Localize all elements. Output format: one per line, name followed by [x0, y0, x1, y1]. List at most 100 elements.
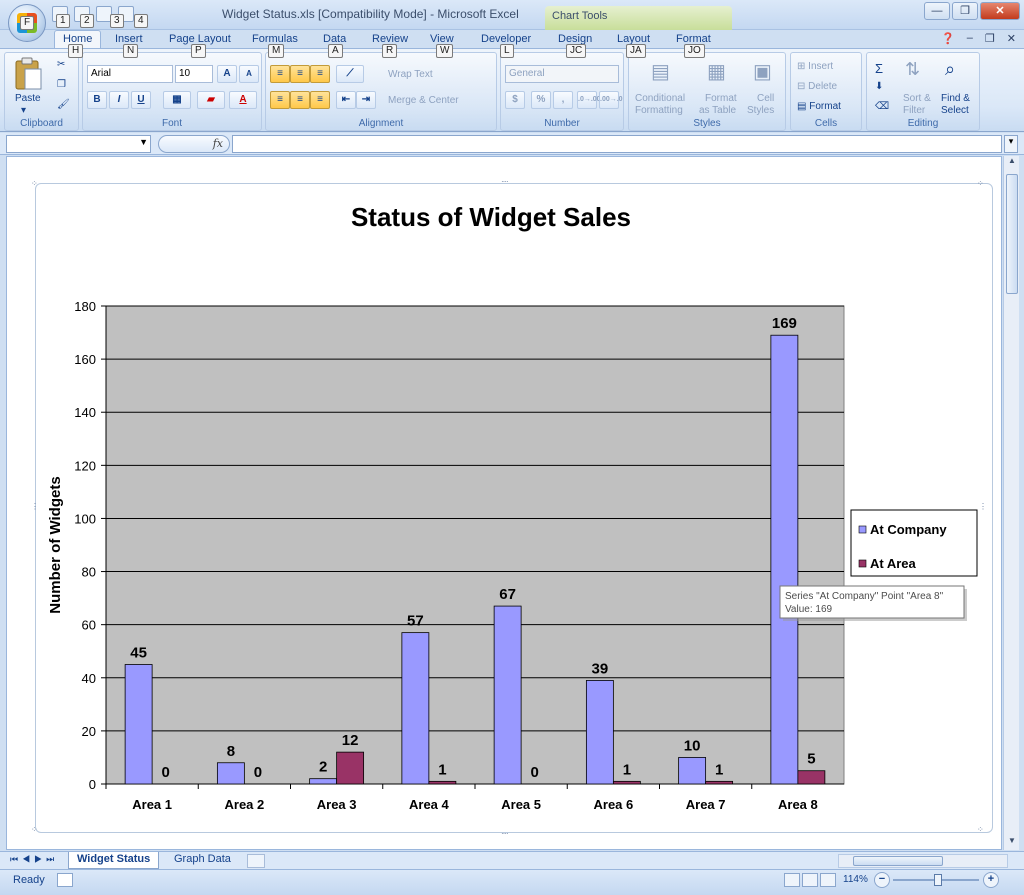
format-painter-icon[interactable]: 🖌	[57, 99, 70, 110]
tab-layout[interactable]: Layout	[617, 33, 651, 45]
comma-button[interactable]: ,	[553, 91, 573, 109]
copy-icon[interactable]: ❐	[57, 79, 66, 90]
sort-filter-button[interactable]: Sort &	[903, 93, 931, 104]
minimize-button[interactable]: —	[924, 2, 950, 20]
expand-formula-bar-icon[interactable]: ▾	[1004, 135, 1018, 153]
align-left-icon[interactable]: ≡	[270, 91, 290, 109]
format-as-table-button-line2[interactable]: as Table	[699, 105, 737, 116]
cell-styles-button[interactable]: Cell	[757, 93, 775, 104]
increase-indent-icon[interactable]: ⇥	[356, 91, 376, 109]
paste-icon[interactable]	[13, 57, 43, 91]
tab-design[interactable]: Design	[558, 33, 593, 45]
find-select-button-line2[interactable]: Select	[941, 105, 969, 116]
zoom-level[interactable]: 114%	[843, 874, 868, 885]
fill-color-icon[interactable]: ▰	[197, 91, 225, 109]
align-middle-icon[interactable]: ≡	[290, 65, 310, 83]
name-box[interactable]: ▼	[6, 135, 151, 153]
ribbon-restore-icon[interactable]: ❐	[984, 33, 995, 45]
bold-button[interactable]: B	[87, 91, 107, 109]
macro-record-icon[interactable]	[57, 873, 73, 887]
resize-handle-top-left[interactable]: ⁘	[31, 179, 38, 188]
resize-handle-bottom[interactable]: ····	[501, 829, 509, 838]
binoculars-icon[interactable]: ⌕	[945, 59, 956, 79]
restore-button[interactable]: ❐	[952, 2, 978, 20]
close-button[interactable]: ✕	[980, 2, 1020, 20]
autosum-button[interactable]: Σ	[875, 61, 884, 76]
font-size-combo[interactable]: 10	[175, 65, 213, 83]
chart-title[interactable]: Status of Widget Sales	[351, 202, 631, 232]
percent-button[interactable]: %	[531, 91, 551, 109]
conditional-formatting-button-line2[interactable]: Formatting	[635, 105, 683, 116]
align-center-icon[interactable]: ≡	[290, 91, 310, 109]
resize-handle-bottom-right[interactable]: ⁘	[977, 825, 984, 834]
paste-dropdown-icon[interactable]: ▾	[21, 105, 27, 116]
orientation-icon[interactable]: ⟋	[336, 65, 364, 83]
tab-format[interactable]: Format	[676, 33, 711, 45]
tab-data[interactable]: Data	[323, 33, 347, 45]
insert-sheet-icon[interactable]	[247, 854, 265, 868]
borders-icon[interactable]: ▦	[163, 91, 191, 109]
sheet-tab-graph-data[interactable]: Graph Data	[174, 853, 231, 865]
zoom-in-button[interactable]: +	[983, 872, 999, 888]
find-select-button[interactable]: Find &	[941, 93, 970, 104]
tab-view[interactable]: View	[430, 33, 454, 45]
delete-cells-button[interactable]: ⊟ Delete	[797, 81, 837, 92]
resize-handle-bottom-left[interactable]: ⁘	[31, 825, 38, 834]
tab-developer[interactable]: Developer	[481, 33, 532, 45]
clear-icon[interactable]: ⌫	[875, 101, 890, 112]
sheet-tab-widget-status[interactable]: Widget Status	[68, 852, 160, 869]
shrink-font-button[interactable]: A	[239, 65, 259, 83]
cell-styles-button-line2[interactable]: Styles	[747, 105, 775, 116]
sort-filter-button-line2[interactable]: Filter	[903, 105, 926, 116]
zoom-out-button[interactable]: −	[874, 872, 890, 888]
align-top-icon[interactable]: ≡	[270, 65, 290, 83]
tab-page-layout[interactable]: Page Layout	[169, 33, 231, 45]
italic-button[interactable]: I	[109, 91, 129, 109]
vertical-scrollbar[interactable]: ▲ ▼	[1003, 156, 1019, 850]
tab-formulas[interactable]: Formulas	[252, 33, 298, 45]
zoom-slider[interactable]	[893, 874, 979, 886]
vertical-scroll-thumb[interactable]	[1006, 174, 1018, 294]
resize-handle-top[interactable]: ····	[501, 177, 509, 186]
resize-handle-right[interactable]: ⋮	[979, 502, 987, 511]
name-box-dropdown-icon[interactable]: ▼	[139, 137, 148, 147]
number-format-combo[interactable]: General	[505, 65, 619, 83]
normal-view-icon[interactable]	[784, 873, 800, 887]
resize-handle-left[interactable]: ⋮	[31, 502, 39, 511]
chart-area[interactable]: Status of Widget Sales 0 20 40 60 80 100 120 14…	[35, 183, 993, 833]
grow-font-button[interactable]: A	[217, 65, 237, 83]
scroll-down-icon[interactable]: ▼	[1008, 836, 1016, 845]
resize-handle-top-right[interactable]: ⁘	[977, 179, 984, 188]
sort-filter-icon[interactable]: ⇅	[905, 59, 921, 79]
insert-cells-button[interactable]: ⊞ Insert	[797, 61, 833, 72]
format-as-table-button[interactable]: Format	[705, 93, 737, 104]
horizontal-scroll-thumb[interactable]	[853, 856, 943, 866]
zoom-slider-thumb[interactable]	[933, 874, 942, 886]
wrap-text-button[interactable]: Wrap Text	[388, 69, 433, 80]
align-right-icon[interactable]: ≡	[310, 91, 330, 109]
decrease-decimal-button[interactable]: .00→.0	[599, 91, 623, 109]
merge-center-button[interactable]: Merge & Center	[388, 95, 459, 106]
insert-function-button[interactable]: fx	[158, 135, 230, 153]
conditional-formatting-button[interactable]: Conditional	[635, 93, 686, 104]
font-color-button[interactable]: A	[229, 91, 257, 109]
fill-icon[interactable]: ⬇	[875, 81, 884, 92]
underline-button[interactable]: U	[131, 91, 151, 109]
conditional-formatting-icon[interactable]: ▤	[651, 61, 670, 83]
ribbon-close-icon[interactable]: ✕	[1006, 33, 1016, 45]
cell-styles-icon[interactable]: ▣	[753, 61, 772, 83]
scroll-up-icon[interactable]: ▲	[1008, 156, 1016, 165]
format-as-table-icon[interactable]: ▦	[707, 61, 726, 83]
tab-review[interactable]: Review	[372, 33, 409, 45]
chart-svg[interactable]: Status of Widget Sales 02040608010012014…	[36, 184, 994, 834]
currency-button[interactable]: $	[505, 91, 525, 109]
paste-button[interactable]: Paste	[15, 93, 41, 104]
format-cells-button[interactable]: ▤ Format	[797, 101, 841, 112]
help-icon[interactable]: ❓	[941, 33, 955, 45]
tab-insert[interactable]: Insert	[115, 33, 143, 45]
page-break-view-icon[interactable]	[820, 873, 836, 887]
decrease-indent-icon[interactable]: ⇤	[336, 91, 356, 109]
sheet-nav-icons[interactable]: ⏮◀▶⏭	[10, 854, 59, 864]
ribbon-minimize-icon[interactable]: –	[966, 32, 973, 44]
page-layout-view-icon[interactable]	[802, 873, 818, 887]
